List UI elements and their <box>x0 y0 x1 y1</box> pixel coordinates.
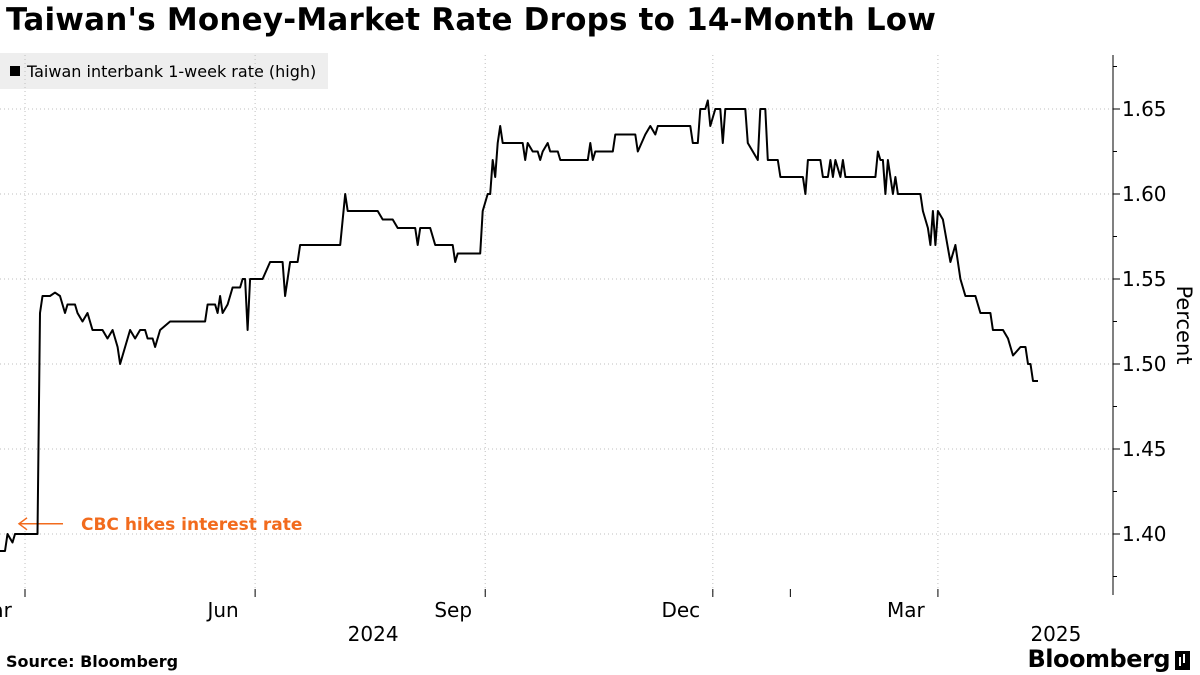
x-tick-label: Mar <box>0 598 13 622</box>
y-axis: 1.40 1.45 1.50 1.55 1.60 1.65 <box>1112 55 1167 595</box>
y-tick-label: 1.45 <box>1122 437 1167 461</box>
x-year-label: 2024 <box>348 622 399 646</box>
x-tick-label: Dec <box>661 598 700 622</box>
source-note: Source: Bloomberg <box>6 652 179 671</box>
y-tick-label: 1.55 <box>1122 267 1167 291</box>
x-tick-label: Mar <box>887 598 926 622</box>
brand-text: Bloomberg <box>1027 645 1171 673</box>
x-axis: Mar Jun 2024 Sep Dec Mar 2025 <box>0 589 1081 646</box>
y-tick-label: 1.60 <box>1122 182 1167 206</box>
grid-lines <box>0 55 1113 595</box>
y-axis-label: Percent <box>1172 285 1196 364</box>
legend-swatch <box>10 66 20 76</box>
annotation-arrowhead <box>17 517 28 531</box>
x-tick-label: Sep <box>434 598 472 622</box>
series-line <box>0 99 1038 552</box>
x-year-label: 2025 <box>1030 622 1081 646</box>
y-tick-label: 1.40 <box>1122 522 1167 546</box>
y-tick-label: 1.65 <box>1122 97 1167 121</box>
annotation-label: CBC hikes interest rate <box>81 515 302 535</box>
y-tick-label: 1.50 <box>1122 352 1167 376</box>
series-group <box>0 99 1038 552</box>
legend-label: Taiwan interbank 1-week rate (high) <box>27 61 317 81</box>
x-tick-label: Jun <box>205 598 238 622</box>
legend: Taiwan interbank 1-week rate (high) <box>0 53 329 89</box>
annotations: CBC hikes interest rate <box>17 515 302 535</box>
chart-title: Taiwan's Money-Market Rate Drops to 14-M… <box>6 2 937 38</box>
bloomberg-terminal-icon <box>1175 650 1190 670</box>
bloomberg-logo: Bloomberg <box>1028 645 1190 673</box>
